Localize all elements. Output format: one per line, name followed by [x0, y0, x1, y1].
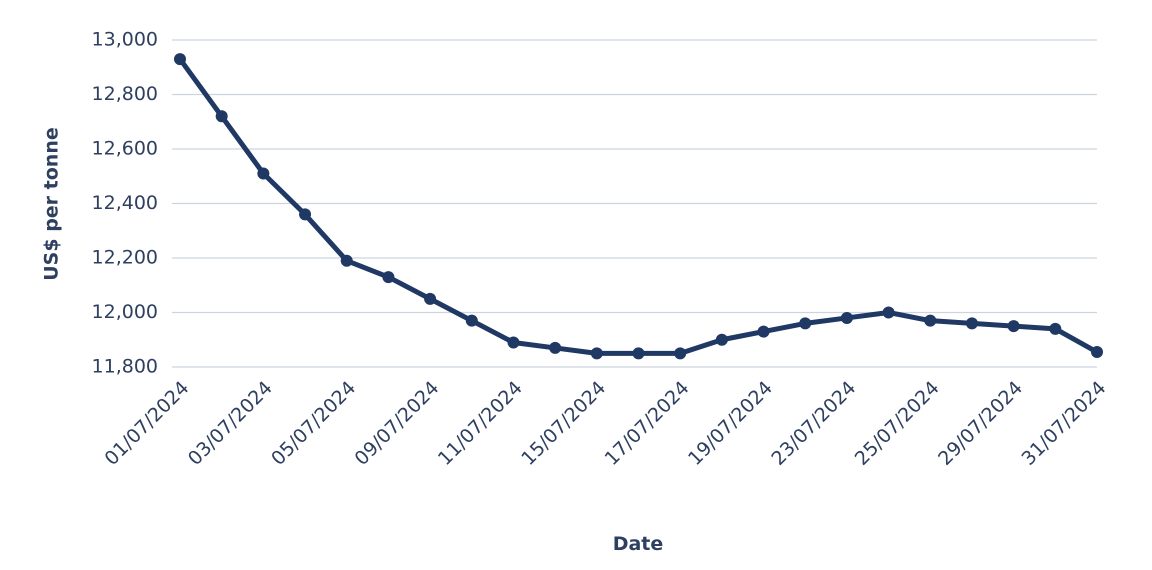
point	[507, 336, 520, 349]
point	[882, 306, 895, 319]
x-tick-label: 05/07/2024	[267, 377, 360, 470]
x-tick-label: 03/07/2024	[184, 377, 277, 470]
point	[757, 325, 770, 338]
y-tick-label: 11,800	[92, 356, 158, 378]
point	[632, 347, 645, 360]
x-tick-label: 15/07/2024	[517, 377, 610, 470]
point	[1049, 322, 1062, 335]
y-axis-title: US$ per tonne	[41, 127, 63, 281]
y-tick-label: 12,600	[92, 138, 158, 160]
x-tick-label: 25/07/2024	[851, 377, 944, 470]
point	[424, 292, 437, 305]
point	[1091, 346, 1103, 359]
x-tick-label: 01/07/2024	[100, 377, 193, 470]
y-tick-label: 12,000	[92, 301, 158, 323]
point	[924, 314, 937, 327]
x-tick-label: 09/07/2024	[351, 377, 444, 470]
point	[215, 110, 228, 123]
point	[674, 347, 687, 360]
point	[299, 208, 312, 221]
y-tick-label: 12,400	[92, 192, 158, 214]
y-tick-label: 12,800	[92, 83, 158, 105]
x-tick-label: 31/07/2024	[1017, 377, 1110, 470]
x-tick-label: 19/07/2024	[684, 377, 777, 470]
point	[590, 347, 603, 360]
point	[840, 311, 853, 324]
point	[174, 53, 186, 66]
point	[257, 167, 270, 180]
line	[177, 57, 1099, 356]
point	[382, 271, 395, 284]
point	[1007, 320, 1020, 333]
x-tick-label: 17/07/2024	[601, 377, 694, 470]
point	[715, 333, 728, 346]
x-tick-label: 23/07/2024	[767, 377, 860, 470]
x-tick-label: 29/07/2024	[934, 377, 1027, 470]
x-axis-title: Date	[613, 533, 664, 555]
x-tick-label: 11/07/2024	[434, 377, 527, 470]
y-tick-label: 12,200	[92, 247, 158, 269]
point	[549, 341, 562, 354]
point	[965, 317, 978, 330]
y-tick-label: 13,000	[92, 29, 158, 51]
point	[799, 317, 812, 330]
point	[340, 254, 353, 267]
point	[465, 314, 478, 327]
